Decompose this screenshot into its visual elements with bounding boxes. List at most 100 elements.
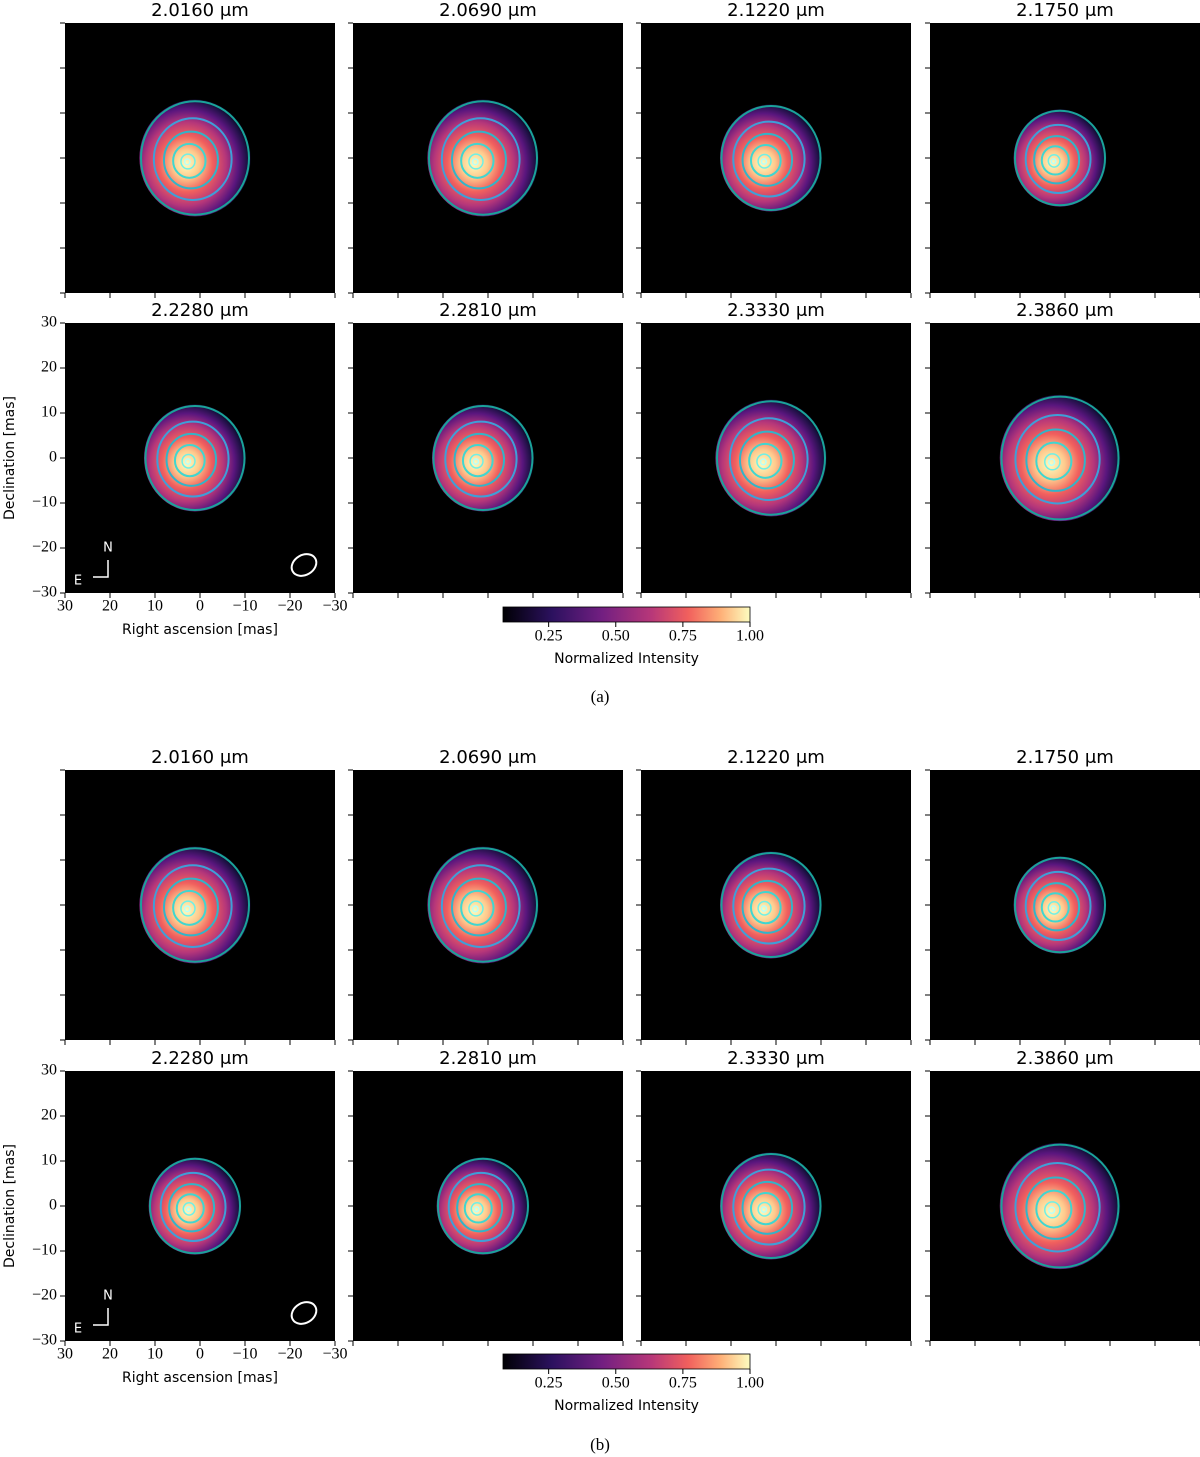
figure-caption: (a) — [591, 687, 610, 706]
y-tick-label: 30 — [41, 1062, 57, 1079]
contour — [749, 1192, 782, 1226]
contour — [468, 153, 484, 170]
colorbar-tick-label: 0.50 — [602, 628, 630, 645]
y-tick-label: 20 — [41, 359, 57, 376]
contour — [456, 1183, 504, 1233]
colorbar-tick-label: 0.25 — [535, 628, 563, 645]
contour — [720, 1153, 822, 1259]
contour — [1047, 901, 1061, 915]
contour — [1014, 414, 1101, 505]
contour — [447, 1171, 515, 1242]
contour — [760, 905, 768, 912]
contour — [1025, 428, 1086, 492]
y-tick-label: 20 — [41, 1107, 57, 1124]
y-tick-label: −20 — [32, 1287, 57, 1304]
contour — [1035, 441, 1073, 481]
contour — [140, 847, 250, 963]
contour — [732, 1168, 806, 1246]
contour — [1025, 1176, 1086, 1240]
panel-title: 2.3860 μm — [1016, 1048, 1114, 1069]
colorbar-tick-label: 0.75 — [669, 1375, 697, 1392]
intensity-blob — [715, 399, 827, 517]
figure-caption: (b) — [590, 1435, 610, 1454]
x-tick-label: 30 — [57, 1346, 73, 1363]
contour — [428, 847, 538, 963]
panel-title: 2.1220 μm — [727, 0, 825, 21]
contour — [162, 877, 219, 937]
panel-title: 2.0160 μm — [151, 747, 249, 768]
x-axis-label: Right ascension [mas] — [122, 622, 278, 638]
panel-title: 2.3330 μm — [727, 1048, 825, 1069]
contour — [760, 1206, 768, 1213]
contour — [732, 120, 806, 198]
contour — [473, 1206, 480, 1213]
contour — [152, 864, 233, 948]
contour — [460, 889, 495, 926]
contour — [450, 877, 507, 937]
intensity-blob — [999, 1142, 1121, 1270]
panel-title: 2.2810 μm — [439, 300, 537, 321]
contour — [165, 432, 218, 487]
contour — [720, 105, 822, 211]
panel-title: 2.3330 μm — [727, 300, 825, 321]
contour — [741, 1180, 794, 1235]
compass-east: E — [74, 574, 82, 589]
contour — [460, 142, 495, 179]
contour — [175, 1193, 205, 1224]
y-axis-label: Declination [mas] — [2, 396, 18, 520]
contour — [748, 442, 783, 479]
contour — [168, 1183, 216, 1233]
intensity-blob — [139, 846, 251, 964]
y-axis-label: Declination [mas] — [2, 1144, 18, 1268]
contour — [1050, 158, 1057, 165]
colorbar-tick-label: 0.50 — [602, 1375, 630, 1392]
contour — [720, 852, 822, 958]
contour — [728, 417, 809, 501]
compass-east: E — [74, 1322, 82, 1337]
contour — [741, 132, 794, 187]
contour — [468, 900, 484, 917]
contour — [1000, 1143, 1120, 1269]
contour — [749, 144, 782, 178]
contour — [756, 453, 772, 470]
contour — [471, 905, 479, 913]
contour — [757, 1201, 772, 1217]
contour — [738, 430, 795, 490]
colorbar-label: Normalized Intensity — [554, 651, 699, 667]
contour — [440, 864, 521, 948]
contour — [463, 1193, 493, 1224]
contour — [183, 905, 191, 913]
contour — [181, 453, 196, 469]
contour — [1035, 1189, 1073, 1229]
contour — [172, 142, 207, 179]
beam — [290, 553, 318, 577]
contour — [162, 130, 219, 190]
y-tick-label: 10 — [41, 404, 57, 421]
y-tick-label: 30 — [41, 314, 57, 331]
contour — [1047, 1206, 1056, 1214]
contour — [1014, 109, 1106, 207]
y-tick-label: −30 — [32, 584, 57, 601]
panel-title: 2.2280 μm — [151, 1048, 249, 1069]
contour — [757, 153, 772, 169]
contour — [182, 1202, 196, 1216]
intensity-blob — [999, 394, 1121, 522]
contour — [471, 158, 479, 166]
contour — [444, 420, 518, 498]
contour — [1024, 123, 1092, 194]
x-tick-label: 20 — [102, 598, 118, 615]
contour — [144, 405, 246, 511]
beam — [290, 1301, 318, 1325]
y-tick-label: −30 — [32, 1332, 57, 1349]
y-tick-label: −20 — [32, 539, 57, 556]
y-tick-label: 10 — [41, 1152, 57, 1169]
contour — [1033, 882, 1081, 932]
x-tick-label: −20 — [277, 1346, 302, 1363]
contour — [185, 1206, 192, 1213]
contour — [1047, 154, 1061, 168]
colorbar-tick-label: 1.00 — [736, 628, 764, 645]
panel-title: 2.0160 μm — [151, 0, 249, 21]
intensity-blob — [139, 99, 251, 217]
y-tick-label: −10 — [32, 1242, 57, 1259]
